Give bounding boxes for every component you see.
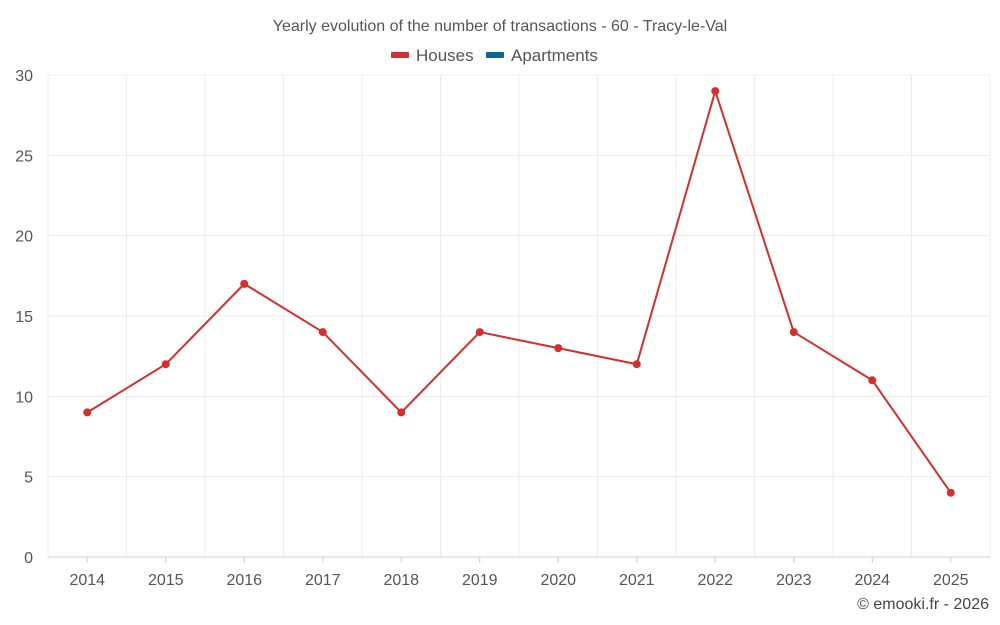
series-line-houses [86,90,952,494]
y-axis-ticks: 0 5 10 15 20 25 30 [15,68,33,567]
x-tick-label: 2015 [148,572,184,589]
x-tick-label: 2016 [226,572,262,589]
data-point-houses-2022[interactable] [711,87,720,96]
y-tick-label: 10 [15,389,33,406]
x-tick-label: 2019 [462,572,498,589]
y-tick-label: 30 [15,68,33,85]
legend: Houses Apartments [391,46,598,65]
data-point-houses-2016[interactable] [240,279,249,288]
legend-swatch-apartments[interactable] [486,52,504,58]
x-tick-label: 2024 [854,572,890,589]
x-tick-label: 2022 [697,572,733,589]
grid [47,74,991,557]
x-tick-label: 2018 [383,572,419,589]
legend-label-houses[interactable]: Houses [416,46,474,65]
x-tick-label: 2014 [69,572,105,589]
data-point-houses-2018[interactable] [397,408,406,417]
legend-label-apartments[interactable]: Apartments [511,46,598,65]
y-tick-label: 20 [15,229,33,246]
data-point-houses-2017[interactable] [318,328,327,337]
x-tick-label: 2020 [540,572,576,589]
x-tick-label: 2023 [776,572,812,589]
x-tick-label: 2021 [619,572,655,589]
series-layer [83,87,955,497]
x-tick-label: 2025 [933,572,969,589]
data-point-houses-2014[interactable] [83,408,92,417]
data-point-houses-2024[interactable] [868,376,877,385]
data-point-houses-2021[interactable] [632,360,641,369]
y-tick-label: 5 [24,470,33,487]
y-tick-label: 15 [15,309,33,326]
y-tick-label: 25 [15,148,33,165]
x-tick-label: 2017 [305,572,341,589]
y-tick-label: 0 [24,550,33,567]
data-point-houses-2015[interactable] [161,360,170,369]
chart-title: Yearly evolution of the number of transa… [273,18,727,35]
credit-text: © emooki.fr - 2026 [857,596,989,613]
x-axis-ticks: 2014 2015 2016 2017 2018 2019 2020 2021 2022 2023… [69,557,969,589]
data-point-houses-2020[interactable] [554,344,563,353]
data-point-houses-2025[interactable] [946,488,955,497]
data-point-houses-2023[interactable] [789,328,798,337]
data-point-houses-2019[interactable] [475,328,484,337]
legend-swatch-houses[interactable] [391,52,409,58]
